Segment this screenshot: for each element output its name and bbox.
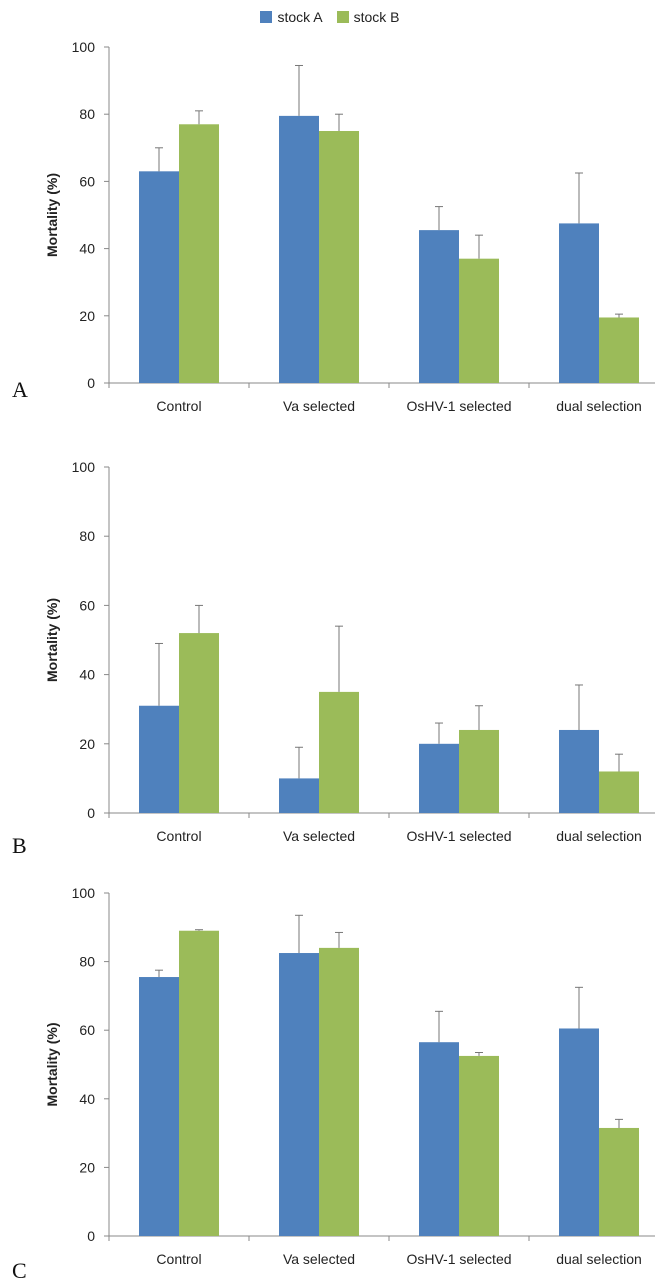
panel-c-category-label-1: Va selected <box>283 1251 355 1267</box>
panel-a-bar-stock-a-1 <box>279 115 319 383</box>
panel-b-ytick-60: 60 <box>79 597 95 613</box>
panel-b-panel-letter: B <box>12 833 27 858</box>
legend-swatch-stock-a <box>260 11 273 23</box>
panel-a-bar-stock-a-3 <box>559 223 599 383</box>
panel-b-ytick-20: 20 <box>79 736 95 752</box>
panel-a-bar-stock-b-1 <box>319 131 359 383</box>
panel-a-category-label-1: Va selected <box>283 398 355 414</box>
panel-b-bar-stock-a-3 <box>559 729 599 813</box>
panel-a-category-label-3: dual selection <box>556 398 642 414</box>
panel-a-ytick-0: 0 <box>87 375 95 391</box>
panel-c-y-axis-title: Mortality (%) <box>44 1023 60 1107</box>
panel-a-bar-stock-b-2 <box>459 258 499 383</box>
panel-a-bar-stock-b-0 <box>179 124 219 383</box>
panel-a-panel-letter: A <box>12 377 28 402</box>
legend-label-stock-b: stock B <box>353 9 400 25</box>
panel-c-ytick-40: 40 <box>79 1091 95 1107</box>
panel-c-bar-stock-b-2 <box>459 1055 499 1236</box>
panel-b-bar-stock-b-3 <box>599 771 639 813</box>
panel-c-bar-stock-a-2 <box>419 1042 459 1236</box>
panel-b-category-label-2: OsHV-1 selected <box>406 828 511 844</box>
panel-c-ytick-0: 0 <box>87 1228 95 1244</box>
panel-b-ytick-80: 80 <box>79 528 95 544</box>
panel-b-bar-stock-b-0 <box>179 633 219 813</box>
panel-b-category-label-1: Va selected <box>283 828 355 844</box>
panel-b-bar-stock-a-2 <box>419 743 459 813</box>
panel-b-category-label-3: dual selection <box>556 828 642 844</box>
panel-c-category-label-0: Control <box>156 1251 201 1267</box>
panel-c-ytick-80: 80 <box>79 954 95 970</box>
panel-a-ytick-20: 20 <box>79 308 95 324</box>
legend-swatch-stock-b <box>336 11 349 23</box>
panel-c-bar-stock-b-1 <box>319 947 359 1236</box>
panel-a-ytick-100: 100 <box>72 39 96 55</box>
panel-a-category-label-2: OsHV-1 selected <box>406 398 511 414</box>
panel-c-ytick-20: 20 <box>79 1159 95 1175</box>
panel-c-bar-stock-a-0 <box>139 977 179 1236</box>
panel-b-bar-stock-b-2 <box>459 729 499 813</box>
panel-c-bar-stock-b-3 <box>599 1127 639 1236</box>
panel-b-bar-stock-a-0 <box>139 705 179 813</box>
panel-a-category-label-0: Control <box>156 398 201 414</box>
panel-c-category-label-3: dual selection <box>556 1251 642 1267</box>
panel-b-ytick-100: 100 <box>72 459 96 475</box>
panel-a-y-axis-title: Mortality (%) <box>44 173 60 257</box>
chart-legend: stock A stock B <box>0 6 660 28</box>
legend-item-stock-b: stock B <box>336 9 400 25</box>
panel-c-bar-stock-a-3 <box>559 1028 599 1236</box>
panel-a-bar-stock-a-2 <box>419 230 459 383</box>
panel-c-bar-stock-b-0 <box>179 930 219 1236</box>
panel-a-ytick-40: 40 <box>79 241 95 257</box>
panel-b-ytick-40: 40 <box>79 667 95 683</box>
panel-c-ytick-100: 100 <box>72 885 96 901</box>
panel-b-y-axis-title: Mortality (%) <box>44 598 60 682</box>
panel-a-bar-stock-a-0 <box>139 171 179 383</box>
panel-a-ytick-60: 60 <box>79 173 95 189</box>
panel-b-category-label-0: Control <box>156 828 201 844</box>
legend-label-stock-a: stock A <box>277 9 323 25</box>
panel-a-ytick-80: 80 <box>79 106 95 122</box>
panel-c-category-label-2: OsHV-1 selected <box>406 1251 511 1267</box>
panel-b-bar-stock-a-1 <box>279 778 319 813</box>
panel-c-panel-letter: C <box>12 1258 27 1281</box>
panel-a-bar-stock-b-3 <box>599 317 639 383</box>
legend-item-stock-a: stock A <box>260 9 323 25</box>
panel-b-ytick-0: 0 <box>87 805 95 821</box>
panel-b-bar-stock-b-1 <box>319 691 359 813</box>
panel-c-bar-stock-a-1 <box>279 953 319 1236</box>
panel-c-ytick-60: 60 <box>79 1022 95 1038</box>
